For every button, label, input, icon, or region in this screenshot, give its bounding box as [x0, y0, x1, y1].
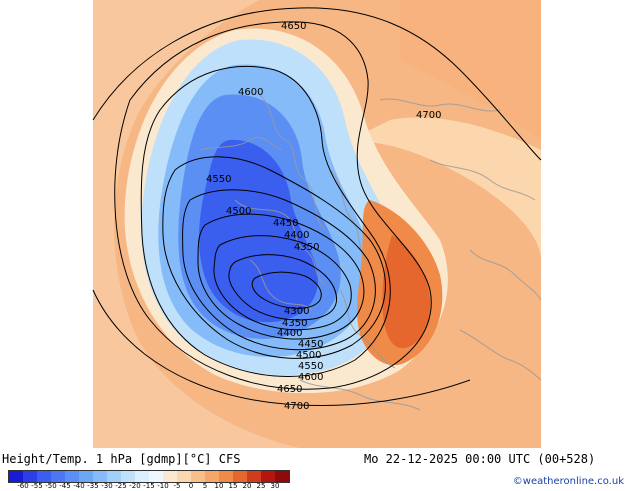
- contour-label: 4400: [284, 230, 309, 241]
- contour-label: 4400: [277, 328, 302, 339]
- legend-tick-label: 15: [228, 482, 238, 490]
- contour-label: 4450: [273, 218, 298, 229]
- contour-label: 4300: [284, 306, 309, 317]
- legend-tick-label: -40: [73, 482, 85, 490]
- legend-swatch: [65, 471, 79, 482]
- legend-tick-label: -10: [157, 482, 169, 490]
- height-contours: [92, 7, 542, 407]
- color-scale-legend: [8, 470, 290, 483]
- legend-tick-label: -60: [17, 482, 29, 490]
- legend-tick-labels: -60 -55 -50 -45 -40 -35 -30 -25 -20 -15 -10 -5 0 5 10 1…: [8, 482, 368, 491]
- legend-tick-label: -30: [101, 482, 113, 490]
- map-title: Height/Temp. 1 hPa [gdmp][°C] CFS: [2, 452, 241, 466]
- legend-swatch: [79, 471, 93, 482]
- legend-tick-label: -5: [173, 482, 181, 490]
- legend-tick-label: -15: [143, 482, 155, 490]
- contour-4400: [213, 235, 352, 331]
- legend-swatch: [163, 471, 177, 482]
- contour-4600: [140, 65, 391, 377]
- contour-label: 4700: [416, 110, 441, 121]
- legend-tick-label: -25: [115, 482, 127, 490]
- contour-label: 4350: [294, 242, 319, 253]
- contour-label: 4650: [281, 21, 306, 32]
- legend-swatch: [177, 471, 191, 482]
- legend-tick-label: 30: [270, 482, 280, 490]
- legend-tick-label: 25: [256, 482, 266, 490]
- legend-swatch: [23, 471, 37, 482]
- contour-4450: [197, 213, 365, 340]
- legend-tick-label: -55: [31, 482, 43, 490]
- legend-swatch: [247, 471, 261, 482]
- legend-tick-label: 20: [242, 482, 252, 490]
- credit-link[interactable]: ©weatheronline.co.uk: [512, 476, 624, 487]
- contour-label: 4500: [226, 206, 251, 217]
- temp-zone-light-warm: [93, 0, 300, 448]
- contour-4500: [182, 189, 376, 351]
- legend-swatch: [219, 471, 233, 482]
- map-panel: 4650 4600 4700 4550 4500 4450 4400 4350 …: [92, 0, 542, 448]
- legend-swatch: [275, 471, 289, 482]
- legend-swatch: [261, 471, 275, 482]
- legend-tick-label: 0: [188, 482, 194, 490]
- contour-label: 4450: [298, 339, 323, 350]
- legend-tick-label: -35: [87, 482, 99, 490]
- legend-swatch: [93, 471, 107, 482]
- legend-swatch: [233, 471, 247, 482]
- contour-labels: 4650 4600 4700 4550 4500 4450 4400 4350 …: [206, 21, 441, 412]
- contour-label: 4550: [206, 174, 231, 185]
- contour-4700: [92, 7, 542, 407]
- height-temperature-map: 4650 4600 4700 4550 4500 4450 4400 4350 …: [92, 0, 542, 448]
- legend-tick-label: 10: [214, 482, 224, 490]
- footer: [0, 448, 634, 490]
- contour-label: 4600: [298, 372, 323, 383]
- contour-label: 4550: [298, 361, 323, 372]
- contour-4650: [114, 21, 432, 390]
- legend-swatch: [51, 471, 65, 482]
- legend-swatch: [135, 471, 149, 482]
- legend-swatch: [9, 471, 23, 482]
- contour-label: 4700: [284, 401, 309, 412]
- coastlines: [199, 94, 542, 411]
- map-datetime: Mo 22-12-2025 00:00 UTC (00+528): [364, 452, 596, 466]
- contour-label: 4350: [282, 318, 307, 329]
- legend-tick-label: -50: [45, 482, 57, 490]
- legend-swatch: [121, 471, 135, 482]
- contour-label: 4650: [277, 384, 302, 395]
- contour-label: 4600: [238, 87, 263, 98]
- contour-4350: [228, 254, 338, 321]
- contour-4550: [162, 156, 386, 359]
- legend-swatch: [37, 471, 51, 482]
- legend-tick-label: 5: [202, 482, 208, 490]
- temp-zone-hot-2: [382, 235, 431, 349]
- legend-tick-label: -45: [59, 482, 71, 490]
- legend-swatch: [205, 471, 219, 482]
- legend-tick-label: -20: [129, 482, 141, 490]
- contour-4300: [251, 271, 322, 309]
- legend-swatch: [149, 471, 163, 482]
- contour-label: 4500: [296, 350, 321, 361]
- legend-swatch: [191, 471, 205, 482]
- legend-swatch: [107, 471, 121, 482]
